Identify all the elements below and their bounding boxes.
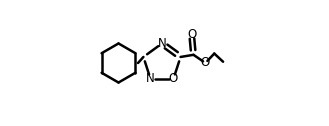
Text: N: N (158, 37, 166, 50)
Text: N: N (146, 72, 155, 85)
Text: O: O (201, 56, 210, 70)
Text: O: O (169, 72, 178, 85)
Text: O: O (187, 27, 196, 41)
